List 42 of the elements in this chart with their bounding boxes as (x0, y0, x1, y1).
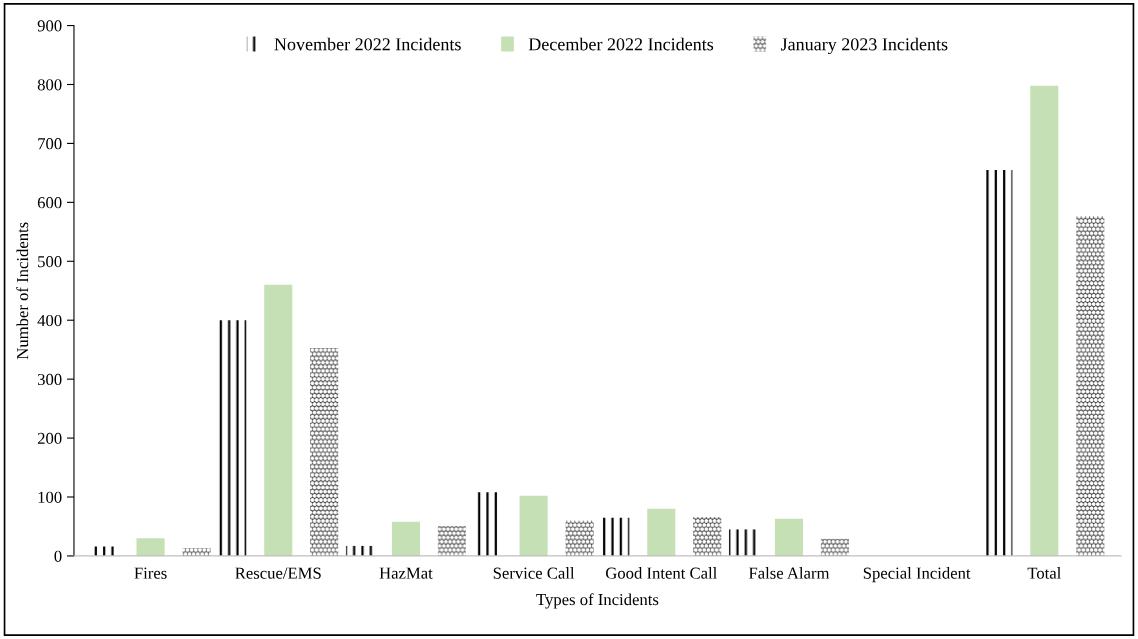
bar (1030, 85, 1059, 556)
x-tick-label: Service Call (493, 567, 575, 579)
legend-label: January 2023 Incidents (780, 37, 948, 55)
y-tick-label: 200 (37, 432, 62, 445)
y-tick-label: 900 (37, 20, 62, 32)
legend-label: November 2022 Incidents (274, 37, 461, 51)
y-tick-label: 400 (37, 314, 62, 327)
bar (693, 517, 722, 556)
bar (519, 495, 548, 556)
x-tick-label: Good Intent Call (605, 567, 717, 579)
legend-label: December 2022 Incidents (528, 37, 714, 51)
bar (136, 538, 165, 556)
bar (264, 284, 293, 556)
bar (182, 548, 211, 556)
bar (218, 320, 247, 556)
bar (728, 529, 758, 556)
x-tick-label: Total (1027, 567, 1061, 579)
y-tick-label: 800 (37, 79, 62, 91)
bar (565, 520, 594, 556)
y-tick-label: 500 (38, 255, 62, 268)
y-tick-label: 100 (38, 491, 62, 503)
x-tick-label: Special Incident (863, 567, 971, 583)
bar (1076, 215, 1105, 556)
x-tick-label: HazMat (379, 567, 433, 579)
bar (391, 521, 420, 556)
y-axis-title: Number of Incidents (16, 222, 29, 360)
y-tick-label: 300 (37, 373, 62, 386)
bar (774, 518, 804, 556)
y-tick-label: 600 (37, 197, 62, 209)
x-tick-label: Fires (134, 567, 167, 579)
x-tick-label: False Alarm (748, 567, 830, 579)
x-tick-label: Rescue/EMS (235, 567, 321, 579)
bar (984, 169, 1013, 556)
bar (647, 508, 676, 556)
bar (310, 347, 339, 556)
bar (601, 517, 630, 556)
y-tick-label: 700 (38, 138, 62, 150)
y-tick-label: 0 (54, 550, 62, 562)
bar (437, 525, 466, 556)
x-axis-title: Types of Incidents (536, 593, 659, 609)
bar (345, 545, 375, 556)
bar (820, 538, 849, 556)
